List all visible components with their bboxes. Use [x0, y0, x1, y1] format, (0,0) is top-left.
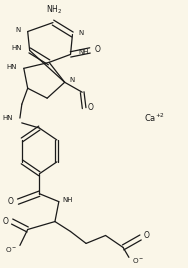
- Text: HN: HN: [2, 114, 13, 121]
- Text: NH: NH: [62, 197, 73, 203]
- Text: O: O: [88, 103, 94, 112]
- Text: N: N: [79, 30, 84, 36]
- Text: O$^-$: O$^-$: [5, 245, 17, 254]
- Text: N: N: [69, 77, 74, 83]
- Text: O: O: [3, 217, 9, 225]
- Text: Ca$^{+2}$: Ca$^{+2}$: [144, 112, 165, 124]
- Text: HN: HN: [12, 45, 22, 51]
- Text: NH$_2$: NH$_2$: [46, 3, 62, 16]
- Text: HN: HN: [6, 64, 17, 70]
- Text: O: O: [95, 45, 100, 54]
- Text: O$^-$: O$^-$: [132, 255, 144, 265]
- Text: O: O: [144, 231, 150, 240]
- Text: NH: NH: [78, 49, 89, 55]
- Text: N: N: [15, 27, 21, 33]
- Text: O: O: [8, 197, 14, 206]
